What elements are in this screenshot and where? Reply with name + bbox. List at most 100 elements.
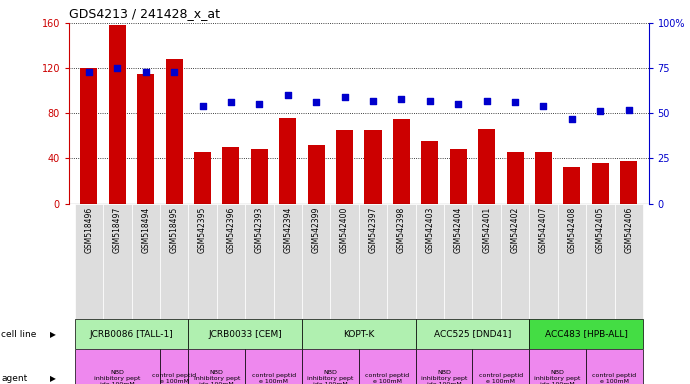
- Bar: [450, 149, 466, 204]
- Bar: [535, 152, 552, 204]
- Bar: [188, 319, 302, 349]
- Bar: [245, 349, 302, 384]
- Text: GSM542405: GSM542405: [595, 207, 605, 253]
- Bar: [415, 319, 529, 349]
- Text: NBD
inhibitory pept
ide 100mM: NBD inhibitory pept ide 100mM: [307, 370, 353, 384]
- Bar: [132, 204, 160, 319]
- Bar: [166, 59, 183, 204]
- Point: [566, 116, 578, 122]
- Text: GSM542399: GSM542399: [312, 207, 321, 253]
- Bar: [444, 204, 473, 319]
- Text: GSM542400: GSM542400: [340, 207, 349, 253]
- Bar: [245, 204, 273, 319]
- Bar: [558, 204, 586, 319]
- Bar: [586, 204, 615, 319]
- Bar: [336, 130, 353, 204]
- Bar: [387, 204, 415, 319]
- Bar: [222, 147, 239, 204]
- Bar: [160, 204, 188, 319]
- Point: [254, 101, 265, 108]
- Text: GSM542395: GSM542395: [198, 207, 207, 253]
- Bar: [422, 141, 438, 204]
- Text: GDS4213 / 241428_x_at: GDS4213 / 241428_x_at: [69, 7, 220, 20]
- Point: [595, 108, 606, 114]
- Point: [83, 69, 95, 75]
- Point: [481, 98, 492, 104]
- Bar: [393, 119, 410, 204]
- Bar: [415, 204, 444, 319]
- Text: GSM518495: GSM518495: [170, 207, 179, 253]
- Bar: [80, 68, 97, 204]
- Point: [538, 103, 549, 109]
- Bar: [529, 204, 558, 319]
- Text: NBD
inhibitory pept
ide 100mM: NBD inhibitory pept ide 100mM: [535, 370, 581, 384]
- Point: [282, 92, 293, 98]
- Text: GSM542397: GSM542397: [368, 207, 377, 253]
- Bar: [359, 349, 415, 384]
- Bar: [188, 349, 245, 384]
- Point: [112, 65, 123, 71]
- Text: control peptid
e 100mM: control peptid e 100mM: [251, 373, 295, 384]
- Bar: [415, 349, 473, 384]
- Text: GSM542393: GSM542393: [255, 207, 264, 253]
- Bar: [473, 349, 529, 384]
- Bar: [529, 319, 643, 349]
- Text: JCRB0033 [CEM]: JCRB0033 [CEM]: [208, 329, 282, 339]
- Text: GSM518497: GSM518497: [112, 207, 122, 253]
- Text: GSM518496: GSM518496: [84, 207, 93, 253]
- Point: [509, 99, 520, 106]
- Bar: [620, 161, 638, 204]
- Text: ▶: ▶: [50, 374, 57, 383]
- Text: control peptid
e 100mM: control peptid e 100mM: [365, 373, 409, 384]
- Text: GSM542407: GSM542407: [539, 207, 548, 253]
- Bar: [273, 204, 302, 319]
- Text: KOPT-K: KOPT-K: [343, 329, 375, 339]
- Bar: [563, 167, 580, 204]
- Bar: [188, 204, 217, 319]
- Bar: [478, 129, 495, 204]
- Text: NBD
inhibitory pept
ide 100mM: NBD inhibitory pept ide 100mM: [94, 370, 141, 384]
- Point: [453, 101, 464, 108]
- Bar: [615, 204, 643, 319]
- Point: [623, 107, 634, 113]
- Bar: [359, 204, 387, 319]
- Text: control peptid
e 100mM: control peptid e 100mM: [479, 373, 523, 384]
- Bar: [331, 204, 359, 319]
- Text: GSM542396: GSM542396: [226, 207, 235, 253]
- Point: [168, 69, 179, 75]
- Bar: [75, 349, 160, 384]
- Point: [339, 94, 350, 100]
- Bar: [251, 149, 268, 204]
- Bar: [473, 204, 501, 319]
- Bar: [279, 118, 296, 204]
- Bar: [103, 204, 132, 319]
- Text: GSM542401: GSM542401: [482, 207, 491, 253]
- Bar: [308, 145, 325, 204]
- Bar: [506, 152, 524, 204]
- Text: control peptid
e 100mM: control peptid e 100mM: [593, 373, 637, 384]
- Bar: [302, 204, 331, 319]
- Text: ACC525 [DND41]: ACC525 [DND41]: [434, 329, 511, 339]
- Bar: [75, 204, 103, 319]
- Text: JCRB0086 [TALL-1]: JCRB0086 [TALL-1]: [90, 329, 173, 339]
- Bar: [302, 349, 359, 384]
- Text: control peptid
e 100mM: control peptid e 100mM: [152, 373, 196, 384]
- Point: [396, 96, 407, 102]
- Text: NBD
inhibitory pept
ide 100mM: NBD inhibitory pept ide 100mM: [194, 370, 240, 384]
- Text: NBD
inhibitory pept
ide 100mM: NBD inhibitory pept ide 100mM: [421, 370, 467, 384]
- Text: GSM542408: GSM542408: [567, 207, 576, 253]
- Text: ACC483 [HPB-ALL]: ACC483 [HPB-ALL]: [544, 329, 627, 339]
- Text: GSM542398: GSM542398: [397, 207, 406, 253]
- Text: ▶: ▶: [50, 329, 57, 339]
- Point: [310, 99, 322, 106]
- Bar: [302, 319, 415, 349]
- Bar: [137, 74, 155, 204]
- Point: [140, 69, 151, 75]
- Text: GSM542394: GSM542394: [284, 207, 293, 253]
- Bar: [217, 204, 245, 319]
- Text: GSM542404: GSM542404: [454, 207, 463, 253]
- Bar: [586, 349, 643, 384]
- Text: agent: agent: [1, 374, 28, 383]
- Bar: [364, 130, 382, 204]
- Bar: [501, 204, 529, 319]
